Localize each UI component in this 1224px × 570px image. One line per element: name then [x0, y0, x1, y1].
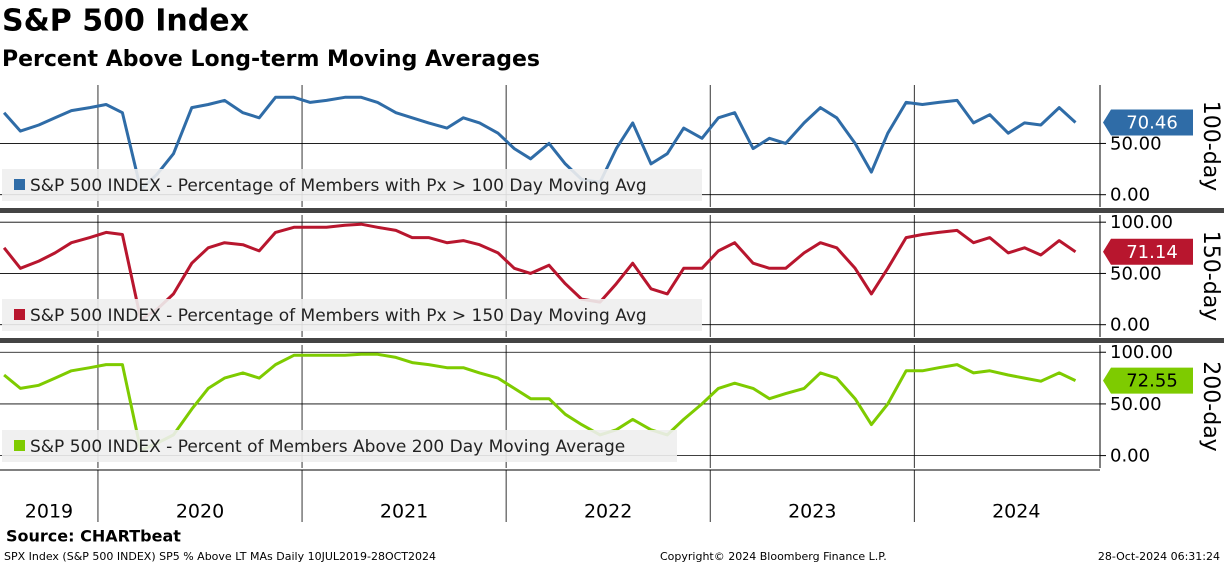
y-tick-label: 100.00 [1110, 342, 1173, 363]
last-value-box [1103, 109, 1193, 136]
panel-label: 150-day [1198, 231, 1223, 321]
legend-swatch [14, 309, 25, 320]
last-value-box [1103, 238, 1193, 265]
x-tick-label: 2021 [380, 501, 428, 523]
footer-right: 28-Oct-2024 06:31:24 [1098, 550, 1220, 563]
panel-label: 200-day [1198, 361, 1223, 451]
x-tick-label: 2022 [584, 501, 632, 523]
y-tick-label: 0.00 [1110, 185, 1150, 206]
data-line [2, 95, 1077, 192]
y-tick-label: 50.00 [1110, 133, 1162, 154]
last-value-box [1103, 367, 1193, 394]
legend-box [2, 169, 702, 201]
x-tick-label: 2023 [788, 501, 836, 523]
legend-label: S&P 500 INDEX - Percent of Members Above… [30, 437, 625, 457]
panel-separator [0, 338, 1224, 343]
footer-center: Copyright© 2024 Bloomberg Finance L.P. [660, 550, 887, 563]
legend-label: S&P 500 INDEX - Percentage of Members wi… [30, 306, 647, 326]
title: S&P 500 Index [2, 4, 249, 39]
data-line [2, 222, 1077, 322]
y-tick-label: 50.00 [1110, 263, 1162, 284]
data-line [3, 352, 1077, 452]
last-value-label: 72.55 [1126, 371, 1178, 392]
x-tick-label: 2020 [176, 501, 224, 523]
last-value-label: 70.46 [1126, 112, 1178, 133]
y-tick-label: 0.00 [1110, 446, 1150, 467]
footer-left: SPX Index (S&P 500 INDEX) SP5 % Above LT… [4, 550, 436, 563]
legend-box [2, 299, 702, 331]
panel-label: 100-day [1198, 101, 1223, 191]
x-tick-label: 2019 [25, 501, 73, 523]
legend-swatch [14, 179, 25, 190]
last-value-label: 71.14 [1126, 242, 1178, 263]
x-tick-label: 2024 [992, 501, 1040, 523]
y-tick-label: 100.00 [1110, 212, 1173, 233]
legend-label: S&P 500 INDEX - Percentage of Members wi… [30, 176, 647, 196]
y-tick-label: 0.00 [1110, 315, 1150, 336]
legend-box [2, 430, 677, 462]
legend-swatch [14, 440, 25, 451]
panel-separator [0, 208, 1224, 213]
source: Source: CHARTbeat [6, 527, 181, 546]
subtitle: Percent Above Long-term Moving Averages [2, 47, 540, 72]
y-tick-label: 50.00 [1110, 394, 1162, 415]
